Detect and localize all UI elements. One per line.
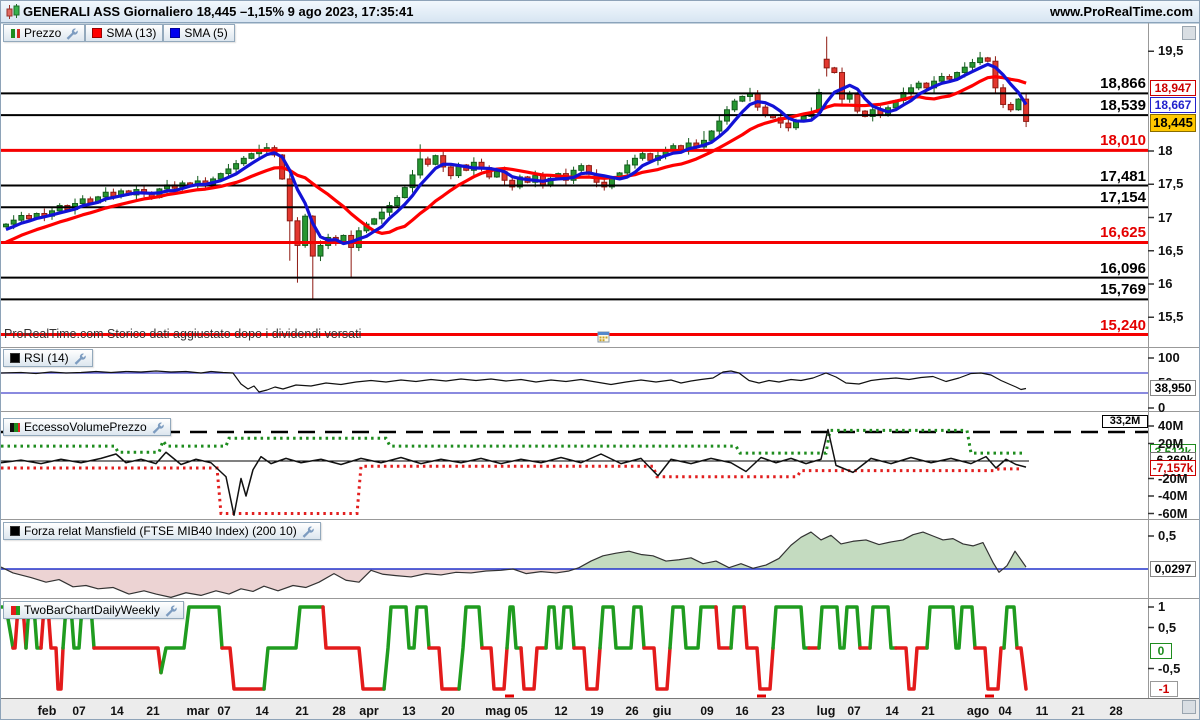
volume-red-value-box: -7,157k [1150,460,1196,476]
twobar-panel-label[interactable]: TwoBarChartDailyWeekly [3,601,184,619]
twobar-zero-box: 0 [1150,643,1172,659]
legend-prezzo-label: Prezzo [24,26,62,40]
legend-sma5-label: SMA (5) [184,26,228,40]
candlestick-logo-icon [6,4,20,19]
instrument-title: GENERALI ASS Giornaliero 18,445 –1,15% 9… [23,4,414,19]
volume-panel-label[interactable]: EccessoVolumePrezzo [3,418,171,436]
rsi-value-box: 38,950 [1150,380,1196,396]
volume-dashed-value-box: 33,2M [1102,415,1148,428]
axis-corner-button[interactable] [1182,700,1196,714]
wrench-icon[interactable] [164,604,177,617]
rsi-swatch-icon [10,353,20,363]
price-icon [11,29,20,38]
sma5-value-box: 18,667 [1150,97,1196,113]
title-bar: GENERALI ASS Giornaliero 18,445 –1,15% 9… [1,1,1199,23]
sma13-value-box: 18,947 [1150,80,1196,96]
wrench-icon[interactable] [151,421,164,434]
rsi-label-text: RSI (14) [24,351,69,365]
legend-prezzo[interactable]: Prezzo [3,24,86,42]
legend-sma5[interactable]: SMA (5) [163,24,235,42]
twobar-label-text: TwoBarChartDailyWeekly [24,603,160,617]
chart-scroll-button[interactable] [1182,26,1196,40]
legend-sma13-label: SMA (13) [106,26,157,40]
volume-icon [10,423,20,432]
wrench-icon[interactable] [73,352,86,365]
calendar-icon[interactable] [597,330,610,343]
twobar-minus1-box: -1 [1150,681,1178,697]
mansfield-swatch-icon [10,526,20,536]
mansfield-label-text: Forza relat Mansfield (FTSE MIB40 Index)… [24,524,297,538]
watermark-text: ProRealTime.com Storico dati aggiustato … [4,327,362,341]
sma13-swatch-icon [92,28,103,38]
legend-sma13[interactable]: SMA (13) [85,24,164,42]
legend-row: Prezzo SMA (13) SMA (5) [3,24,235,42]
time-axis[interactable] [1,698,1199,719]
rsi-panel-label[interactable]: RSI (14) [3,349,93,367]
mansfield-value-box: 0,0297 [1150,561,1196,577]
mansfield-panel-label[interactable]: Forza relat Mansfield (FTSE MIB40 Index)… [3,522,321,540]
last-price-box: 18,445 [1150,114,1196,132]
volume-label-text: EccessoVolumePrezzo [24,420,147,434]
wrench-icon[interactable] [301,525,314,538]
prorealtime-link[interactable]: www.ProRealTime.com [1049,4,1193,19]
twobar-icon [11,606,20,615]
sma5-swatch-icon [170,28,181,38]
wrench-icon[interactable] [65,27,79,40]
